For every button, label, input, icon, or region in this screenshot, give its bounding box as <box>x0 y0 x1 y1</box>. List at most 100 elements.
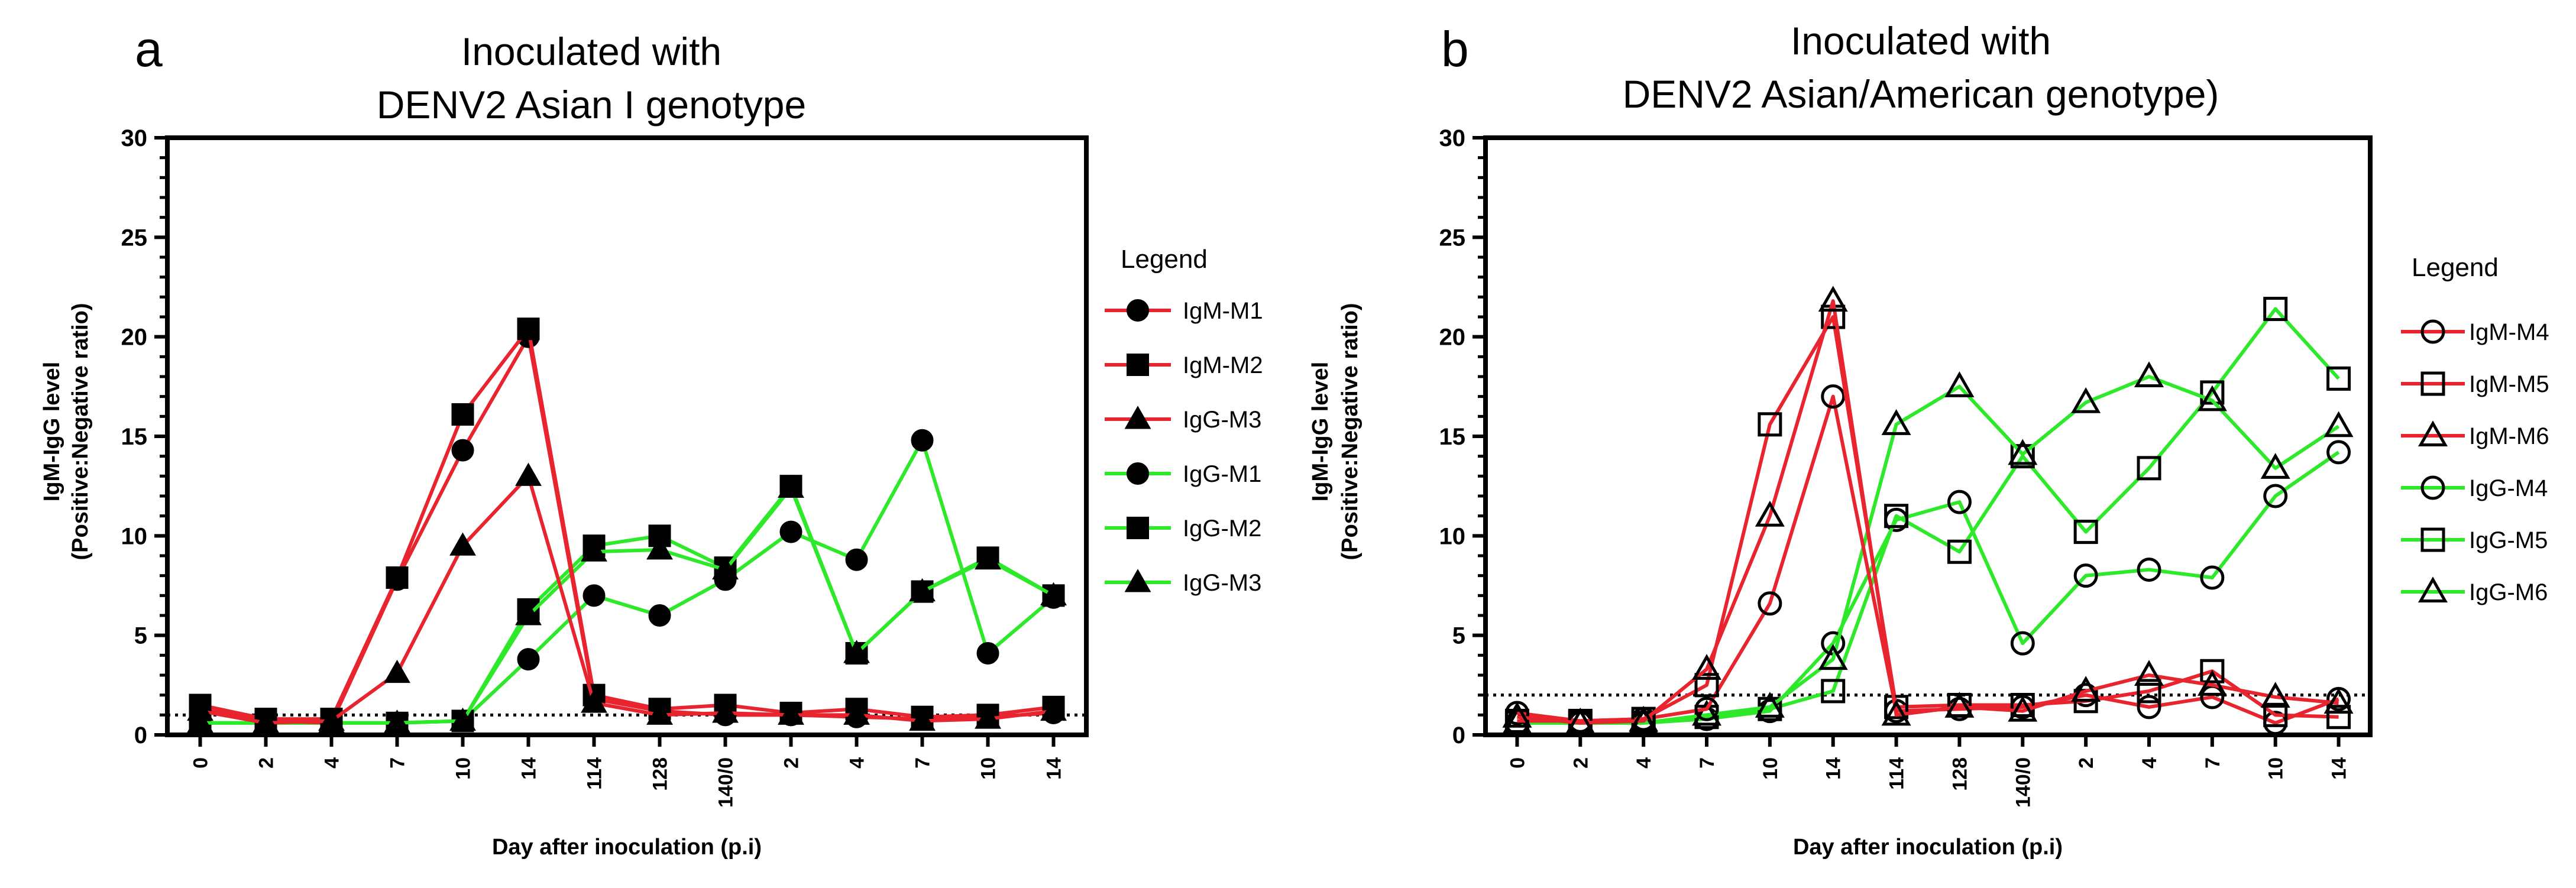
legend-title: Legend <box>2412 253 2499 282</box>
legend-marker <box>2418 420 2448 447</box>
series-igm-m5 <box>1504 304 2351 733</box>
data-point <box>384 709 410 733</box>
data-point <box>2200 380 2225 405</box>
data-point <box>2137 456 2161 481</box>
x-tick-label: 7 <box>387 757 409 769</box>
data-point <box>1947 490 1972 514</box>
data-point <box>253 709 279 733</box>
y-tick-label: 20 <box>1439 325 1466 351</box>
legend-marker <box>1127 299 1149 322</box>
chart-title-line-1: Inoculated with <box>1791 19 2051 63</box>
x-tick-label: 10 <box>2265 757 2287 780</box>
data-point <box>1818 644 1848 670</box>
data-point <box>515 602 542 626</box>
legend-entry-label: IgM-M6 <box>2469 423 2549 449</box>
data-point <box>2073 520 2098 545</box>
x-tick-label: 114 <box>1886 757 1908 790</box>
data-point <box>2137 558 2161 582</box>
legend-entry-label: IgM-M4 <box>2469 319 2549 345</box>
data-point <box>1565 708 1596 734</box>
x-tick-label: 2 <box>2075 757 2098 769</box>
data-point <box>1691 654 1722 680</box>
data-point <box>2134 361 2164 388</box>
data-point <box>843 701 870 725</box>
chart-panel-b: b Inoculated with DENV2 Asian/American gen… <box>1308 19 2549 860</box>
data-point <box>2008 695 2038 722</box>
legend-marker <box>2420 319 2445 344</box>
data-point <box>2260 682 2290 708</box>
chart-title-line-2: DENV2 Asian I genotype <box>377 83 806 127</box>
y-axis-label-line-2: (Positive:Negative ratio) <box>1338 303 1363 560</box>
data-point <box>2010 444 2035 469</box>
data-point <box>1944 692 1975 718</box>
y-tick-label: 25 <box>121 225 148 251</box>
legend-entry-label: IgG-M3 <box>1183 407 1261 433</box>
x-tick-label: 4 <box>846 757 869 769</box>
y-axis-label-line-1: IgM-IgG level <box>1308 362 1333 501</box>
data-point <box>2008 439 2038 465</box>
data-point <box>1040 697 1067 721</box>
data-point <box>2326 366 2351 391</box>
legend-title: Legend <box>1121 245 1208 274</box>
data-point <box>2326 440 2351 465</box>
data-point <box>1758 591 1782 616</box>
data-point <box>778 474 804 498</box>
data-point <box>1944 371 1975 397</box>
x-tick-label: 14 <box>1043 757 1066 780</box>
x-tick-label: 4 <box>321 757 344 769</box>
y-tick-label: 25 <box>1439 225 1466 251</box>
data-point <box>1884 504 1909 529</box>
x-tick-label: 4 <box>1633 757 1655 769</box>
data-point <box>843 640 870 663</box>
data-point <box>2260 453 2290 479</box>
data-point <box>1694 673 1719 698</box>
data-point <box>517 317 540 341</box>
data-point <box>451 403 474 426</box>
data-point <box>2071 387 2101 413</box>
x-tick-label: 10 <box>452 757 475 780</box>
y-axis-label-line-2: (Positive:Negative ratio) <box>68 303 93 560</box>
y-tick-label: 10 <box>121 523 148 549</box>
x-tick-label: 0 <box>1506 757 1529 769</box>
data-point <box>449 532 476 556</box>
legend-entry-label: IgM-M5 <box>2469 371 2549 397</box>
legend-entry-label: IgG-M6 <box>2469 579 2548 605</box>
legend-marker <box>2420 371 2445 396</box>
data-point <box>2200 565 2225 590</box>
plot-frame <box>1483 135 2373 737</box>
data-point <box>1884 695 1909 720</box>
data-point <box>975 546 1001 570</box>
legend-marker <box>2418 576 2448 603</box>
data-point <box>2263 702 2288 727</box>
data-point <box>1758 412 1782 437</box>
series-line <box>199 474 1054 725</box>
x-tick-label: 2 <box>1569 757 1592 769</box>
x-tick-label: 7 <box>2202 757 2224 769</box>
data-point <box>2197 385 2227 411</box>
x-axis-label: Day after inoculation (p.i) <box>492 835 762 860</box>
data-point <box>976 641 999 665</box>
legend-marker <box>1127 462 1149 485</box>
legend-marker <box>2420 527 2445 552</box>
data-point <box>778 701 804 725</box>
data-point <box>975 705 1001 729</box>
x-tick-label: 114 <box>584 757 606 790</box>
data-point <box>648 604 671 627</box>
series-igm-m6 <box>1502 286 2354 734</box>
data-point <box>712 699 739 723</box>
x-tick-label: 2 <box>781 757 803 769</box>
data-point <box>2071 676 2101 702</box>
x-tick-label: 14 <box>2328 757 2351 780</box>
data-point <box>1755 500 1785 527</box>
data-point <box>2323 688 2354 714</box>
data-point <box>1881 409 1911 435</box>
series-igm-m2 <box>189 317 1065 731</box>
x-tick-label: 10 <box>978 757 1000 780</box>
y-tick-label: 30 <box>121 125 148 151</box>
series-line <box>1517 299 2339 725</box>
x-tick-label: 14 <box>518 757 541 780</box>
data-point <box>386 566 409 589</box>
data-point <box>1691 699 1722 726</box>
y-tick-label: 15 <box>1439 424 1466 450</box>
